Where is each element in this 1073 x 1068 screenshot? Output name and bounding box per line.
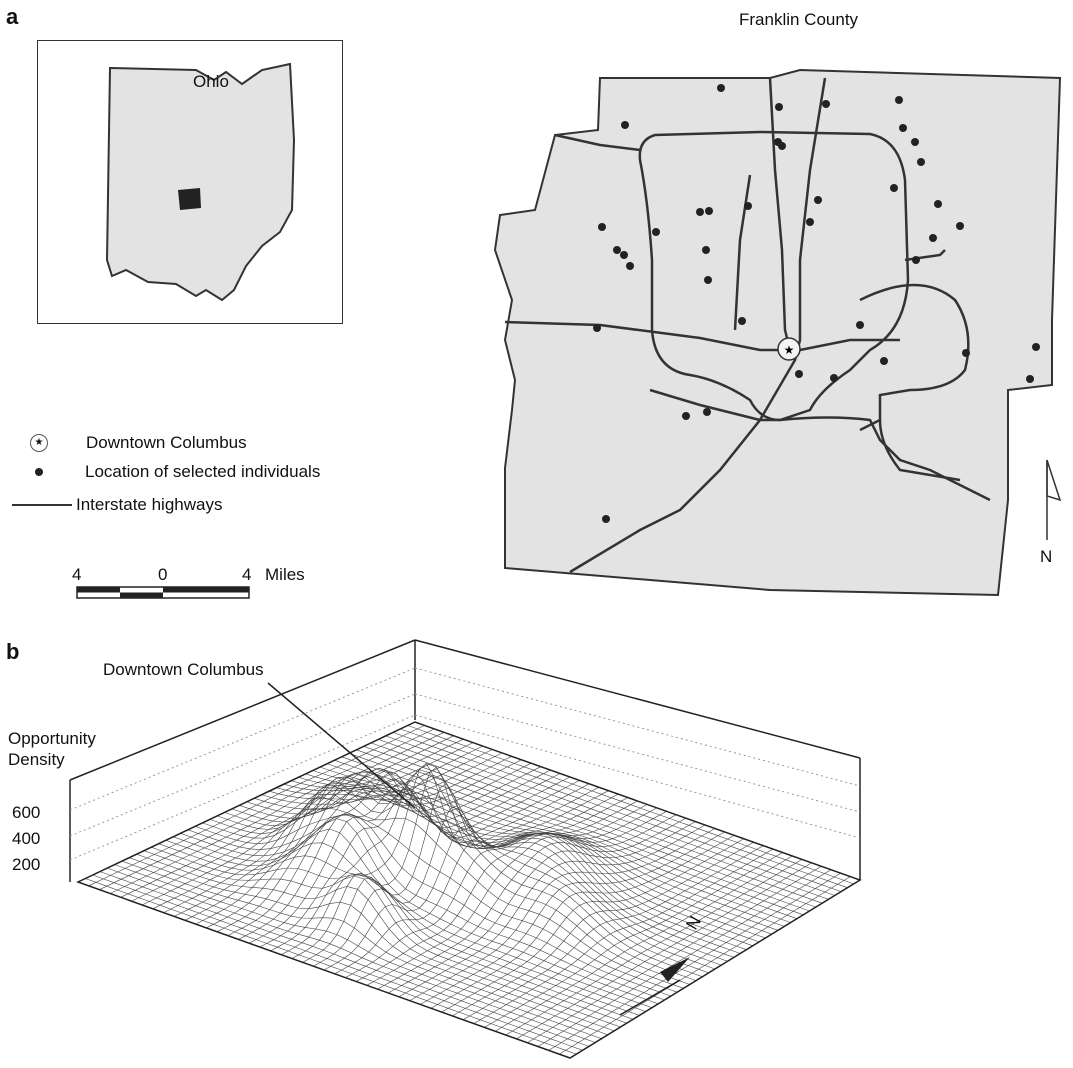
- mesh-line: [152, 745, 483, 910]
- mesh-line: [355, 811, 667, 982]
- north-arrow-icon: [1046, 459, 1062, 540]
- mesh-line: [462, 845, 764, 1020]
- legend-individuals: Location of selected individuals: [35, 462, 320, 482]
- mesh-line: [88, 725, 425, 887]
- scale-tick-right: 4: [242, 565, 252, 584]
- mesh-line: [195, 814, 672, 997]
- selected-individual-dots: [593, 84, 1040, 523]
- mesh-line: [537, 869, 832, 1047]
- legend-highways: Interstate highways: [12, 495, 222, 515]
- mesh-line: [120, 735, 454, 898]
- mesh-line: [129, 857, 615, 1032]
- svg-text:★: ★: [784, 343, 795, 357]
- z-tick-200: 200: [12, 855, 41, 874]
- z-tick-400: 400: [12, 829, 41, 848]
- county-title: Franklin County: [739, 10, 859, 29]
- mesh-line: [231, 763, 703, 977]
- franklin-county-marker: [178, 188, 201, 210]
- mesh-line: [107, 867, 596, 1043]
- ohio-label: Ohio: [193, 72, 229, 91]
- surface-mesh: [77, 721, 861, 1059]
- mesh-line: [202, 807, 678, 993]
- mesh-line: [430, 835, 735, 1009]
- mesh-line: [209, 793, 684, 989]
- mesh-line: [505, 859, 803, 1036]
- mesh-line: [548, 872, 841, 1051]
- legend-individuals-label: Location of selected individuals: [85, 462, 321, 481]
- mesh-line: [398, 824, 706, 998]
- mesh-line: [165, 840, 646, 1012]
- mesh-line: [121, 860, 608, 1036]
- scale-tick-mid: 0: [158, 565, 168, 584]
- mesh-line: [473, 848, 774, 1024]
- downtown-annotation: Downtown Columbus: [103, 660, 264, 679]
- mesh-line: [246, 767, 716, 970]
- mesh-line: [366, 814, 677, 986]
- mesh-line: [85, 878, 577, 1055]
- ohio-inset-frame: [37, 40, 343, 324]
- mesh-line: [136, 853, 621, 1028]
- mesh-line: [516, 862, 812, 1040]
- mesh-line: [158, 843, 640, 1016]
- mesh-line: [99, 871, 590, 1047]
- mesh-line: [187, 813, 665, 1001]
- mesh-line: [527, 866, 822, 1043]
- mesh-line: [356, 749, 810, 912]
- mesh-line: [173, 828, 653, 1008]
- legend-downtown-label: Downtown Columbus: [86, 433, 247, 452]
- highway-line-icon: [12, 504, 72, 506]
- mesh-line: [224, 769, 697, 981]
- panel-a-label: a: [6, 4, 19, 29]
- mesh-line: [92, 874, 583, 1051]
- mesh-line: [151, 846, 634, 1020]
- legend-highways-label: Interstate highways: [76, 495, 223, 514]
- mesh-line: [370, 742, 823, 904]
- mesh-line: [484, 852, 783, 1028]
- mesh-line: [452, 841, 754, 1017]
- scale-tick-left: 4: [72, 565, 82, 584]
- interstate-highways: [504, 77, 991, 574]
- mesh-line: [348, 753, 804, 916]
- ohio-outline: [105, 62, 296, 302]
- county-boundary: [493, 68, 1062, 597]
- panel-b-label: b: [6, 639, 20, 664]
- mesh-line: [494, 855, 793, 1032]
- mesh-line: [559, 876, 851, 1055]
- mesh-line: [388, 821, 696, 994]
- mesh-line: [345, 807, 657, 978]
- axis-title-line2: Density: [8, 750, 65, 769]
- axis-title-line1: Opportunity: [8, 729, 96, 748]
- mesh-line: [143, 850, 627, 1024]
- mesh-line: [420, 831, 725, 1005]
- mesh-line: [441, 838, 745, 1013]
- downtown-symbol-icon: ★: [30, 434, 48, 452]
- downtown-columbus-marker: ★: [777, 337, 801, 361]
- z-tick-600: 600: [12, 803, 41, 822]
- mesh-line: [377, 817, 687, 990]
- mesh-line: [239, 771, 709, 974]
- mesh-line: [114, 864, 602, 1039]
- legend-downtown: ★ Downtown Columbus: [30, 433, 247, 453]
- mesh-line: [305, 773, 766, 939]
- mesh-line: [334, 804, 648, 975]
- mesh-line: [180, 818, 659, 1005]
- mesh-line: [409, 828, 716, 1001]
- north-arrow-b-icon: [619, 957, 690, 1016]
- scale-unit: Miles: [265, 565, 305, 584]
- dot-symbol-icon: [35, 468, 43, 476]
- north-label-a: N: [1040, 547, 1053, 566]
